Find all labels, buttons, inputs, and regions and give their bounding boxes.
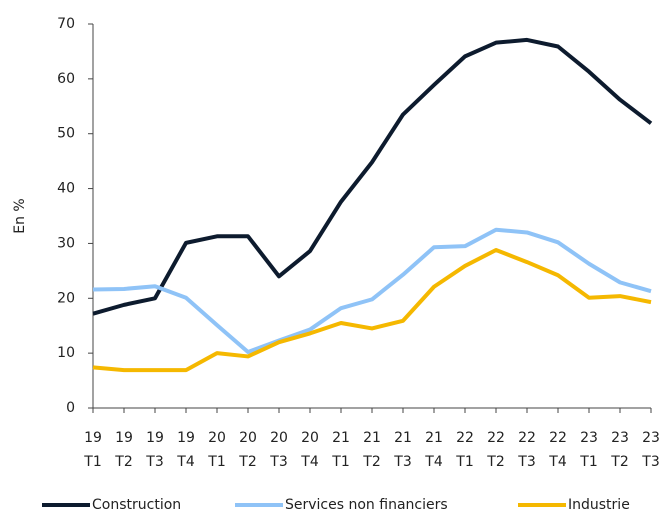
x-tick-label-line: T2 [362, 454, 380, 470]
x-tick-label: 21 T1 [331, 430, 350, 470]
x-tick-label-line: 22 [456, 430, 474, 446]
line-series [92, 227, 652, 355]
x-tick-label-line: T4 [300, 454, 319, 470]
line-series [92, 248, 652, 373]
x-tick-label: 22 T3 [517, 430, 536, 470]
y-tick-label: 60 [57, 71, 75, 87]
x-tick-label: 20 T4 [300, 430, 319, 470]
y-tick-label: 0 [66, 400, 75, 416]
x-tick-label: 23 T2 [610, 430, 629, 470]
x-tick-label-line: 20 [270, 430, 288, 446]
x-tick-label: 20 T2 [238, 430, 257, 470]
x-tick-label-line: 21 [394, 430, 412, 446]
y-tick-label: 20 [57, 290, 75, 306]
x-tick-label-line: 22 [487, 430, 505, 446]
x-tick-label: 23 T1 [579, 430, 598, 470]
x-tick-label-line: 21 [425, 430, 443, 446]
y-tick-label: 40 [57, 181, 75, 197]
x-tick-label-line: 19 [146, 430, 164, 446]
x-tick-label: 19 T4 [176, 430, 195, 470]
x-tick-label: 21 T2 [362, 430, 381, 470]
x-tick-label-line: T2 [114, 454, 132, 470]
x-tick-label-line: T4 [424, 454, 443, 470]
x-tick-label-line: 22 [518, 430, 536, 446]
x-tick-label-line: T2 [486, 454, 504, 470]
x-tick-label: 22 T1 [455, 430, 474, 470]
line-series [92, 37, 653, 316]
x-tick-label-line: 20 [208, 430, 226, 446]
x-tick-label-line: 23 [580, 430, 598, 446]
x-tick-label: 22 T4 [548, 430, 567, 470]
x-tick-label-line: T3 [641, 454, 659, 470]
x-tick-label-line: T2 [238, 454, 256, 470]
x-tick-label: 21 T3 [393, 430, 412, 470]
legend-label: Construction [92, 497, 181, 513]
x-tick-label-line: 23 [611, 430, 629, 446]
x-tick-label: 21 T4 [424, 430, 443, 470]
x-tick-label-line: 23 [642, 430, 660, 446]
x-tick-label-line: T1 [83, 454, 101, 470]
y-axis-label: En % [12, 198, 28, 233]
x-tick-label-line: 21 [332, 430, 350, 446]
x-tick-label-line: T1 [455, 454, 473, 470]
x-tick-label-line: T1 [207, 454, 225, 470]
y-tick-label: 30 [57, 235, 75, 251]
x-tick-label-line: T3 [269, 454, 287, 470]
legend-label: Industrie [568, 497, 630, 513]
x-tick-label-line: T1 [579, 454, 597, 470]
x-tick-label-line: 21 [363, 430, 381, 446]
x-tick-label-line: T4 [548, 454, 567, 470]
x-tick-label-line: 19 [115, 430, 133, 446]
x-tick-label: 19 T2 [114, 430, 133, 470]
x-tick-label-line: 19 [84, 430, 102, 446]
x-tick-label: 19 T3 [145, 430, 164, 470]
x-tick-label-line: 22 [549, 430, 567, 446]
x-tick-label-line: T4 [176, 454, 195, 470]
x-tick-label: 22 T2 [486, 430, 505, 470]
y-tick-label: 50 [57, 126, 75, 142]
x-tick-label-line: 19 [177, 430, 195, 446]
x-tick-label-line: 20 [301, 430, 319, 446]
legend-label: Services non financiers [285, 497, 448, 513]
x-tick-label: 23 T3 [641, 430, 660, 470]
x-tick-label: 19 T1 [83, 430, 102, 470]
y-tick-label: 10 [57, 345, 75, 361]
x-tick-label-line: T3 [145, 454, 163, 470]
x-tick-label: 20 T3 [269, 430, 288, 470]
y-tick-label: 70 [57, 16, 75, 32]
x-tick-label-line: T1 [331, 454, 349, 470]
x-tick-label-line: T3 [393, 454, 411, 470]
x-tick-label-line: 20 [239, 430, 257, 446]
x-tick-label-line: T3 [517, 454, 535, 470]
x-tick-label-line: T2 [610, 454, 628, 470]
x-tick-label: 20 T1 [207, 430, 226, 470]
